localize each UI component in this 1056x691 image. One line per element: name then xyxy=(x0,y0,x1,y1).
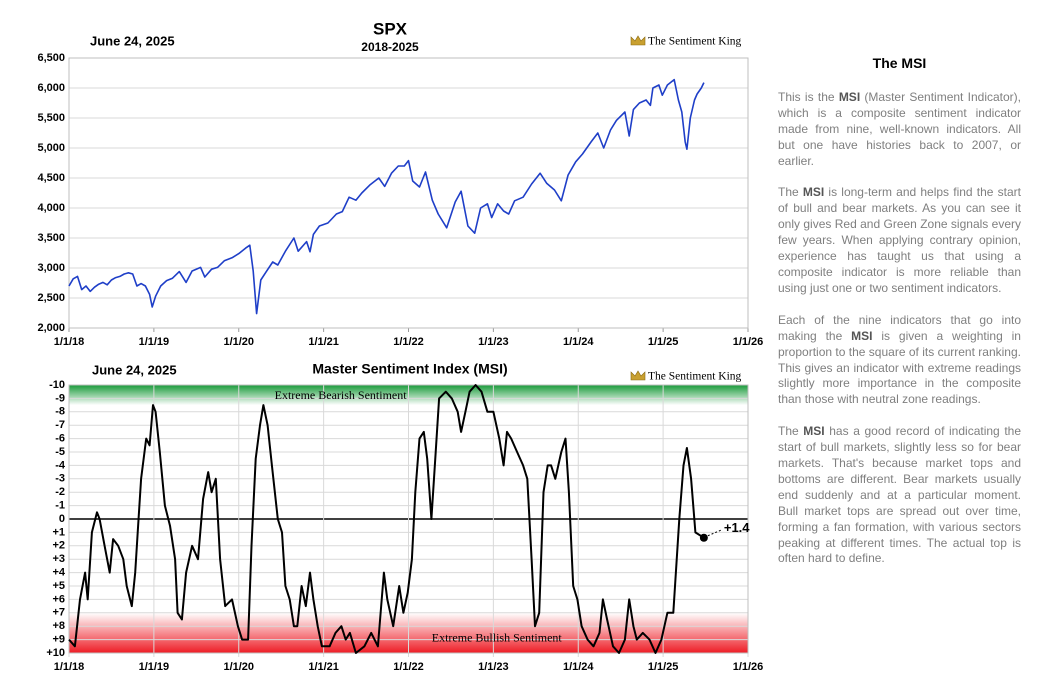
text: is given a weighting in proportion to th… xyxy=(778,328,1021,407)
paragraph: The MSI is long-term and helps find the … xyxy=(778,185,1021,296)
x-tick-label: 1/1/25 xyxy=(648,336,679,348)
chart-title: Master Sentiment Index (MSI) xyxy=(312,361,507,377)
logo-text: The Sentiment King xyxy=(648,36,742,48)
y-tick-label: 2,000 xyxy=(37,322,65,334)
y-tick-label: +7 xyxy=(52,607,65,619)
sidebar-title: The MSI xyxy=(872,55,927,71)
sidebar: The MSI This is the MSI (Master Sentimen… xyxy=(778,55,1021,583)
x-tick-label: 1/1/26 xyxy=(733,336,764,348)
x-tick-label: 1/1/21 xyxy=(308,661,339,673)
zone-label: Extreme Bearish Sentiment xyxy=(275,388,408,402)
x-tick-label: 1/1/20 xyxy=(223,661,254,673)
paragraph: Each of the nine indicators that go into… xyxy=(778,313,1021,408)
zone-label: Extreme Bullish Sentiment xyxy=(432,631,563,645)
y-tick-label: -6 xyxy=(55,433,65,445)
date-label: June 24, 2025 xyxy=(92,362,177,377)
x-tick-label: 1/1/24 xyxy=(563,661,594,673)
y-tick-label: -9 xyxy=(55,392,65,404)
text: is long-term and helps find the start of… xyxy=(778,185,1021,295)
plot-border xyxy=(68,384,749,654)
paragraph: The MSI has a good record of indicating … xyxy=(778,424,1021,567)
y-tick-label: +5 xyxy=(52,580,65,592)
text: Each of the nine indicators that go into… xyxy=(778,312,1021,343)
text: This is the xyxy=(778,89,839,104)
y-tick-label: +2 xyxy=(52,540,65,552)
x-tick-label: 1/1/23 xyxy=(478,336,509,348)
text: has a good record of indicating the star… xyxy=(778,424,1021,566)
date-label: June 24, 2025 xyxy=(90,33,175,48)
y-tick-label: 3,500 xyxy=(37,232,65,244)
x-tick-label: 1/1/18 xyxy=(54,336,85,348)
x-tick-label: 1/1/22 xyxy=(393,336,424,348)
data-line xyxy=(68,384,705,654)
x-tick-label: 1/1/23 xyxy=(478,661,509,673)
y-tick-label: 5,000 xyxy=(37,142,65,154)
x-tick-label: 1/1/20 xyxy=(223,336,254,348)
y-tick-label: +6 xyxy=(52,593,65,605)
last-point xyxy=(699,533,708,542)
y-tick-label: 3,000 xyxy=(37,262,65,274)
data-line xyxy=(68,78,705,315)
logo-icon xyxy=(630,370,646,381)
bold-text: MSI xyxy=(802,185,825,200)
y-tick-label: 4,000 xyxy=(37,202,65,214)
y-tick-label: 0 xyxy=(59,513,65,525)
y-tick-label: 6,000 xyxy=(37,82,65,94)
x-tick-label: 1/1/25 xyxy=(648,661,679,673)
x-tick-label: 1/1/24 xyxy=(563,336,594,348)
y-tick-label: -3 xyxy=(55,473,65,485)
y-tick-label: 2,500 xyxy=(37,292,65,304)
logo-text: The Sentiment King xyxy=(648,371,742,383)
x-tick-label: 1/1/21 xyxy=(308,336,339,348)
y-tick-label: -4 xyxy=(55,459,66,471)
y-tick-label: +3 xyxy=(52,553,65,565)
bold-text: MSI xyxy=(803,424,825,439)
chart-subtitle: 2018-2025 xyxy=(361,40,419,54)
logo-icon xyxy=(630,35,646,46)
y-tick-label: +1 xyxy=(52,526,65,538)
last-value-label: +1.4 xyxy=(724,520,750,535)
text: The xyxy=(778,424,804,439)
bold-text: MSI xyxy=(838,89,861,104)
x-tick-label: 1/1/26 xyxy=(733,661,764,673)
y-tick-label: 5,500 xyxy=(37,112,65,124)
y-tick-label: -1 xyxy=(55,500,65,512)
text: (Master Sentiment Indicator), which is a… xyxy=(778,89,1021,168)
text: The xyxy=(778,185,803,200)
leader-line xyxy=(707,529,723,537)
x-tick-label: 1/1/22 xyxy=(393,661,424,673)
charts: 2,000 2,500 3,000 3,500 4,000 4,500 5,000 5,500… xyxy=(37,19,764,673)
y-tick-label: -2 xyxy=(55,486,65,498)
y-tick-label: 6,500 xyxy=(37,52,65,64)
y-tick-label: +4 xyxy=(52,567,65,579)
plot-border xyxy=(68,57,749,329)
y-tick-label: +8 xyxy=(52,620,65,632)
x-tick-label: 1/1/19 xyxy=(139,661,170,673)
y-tick-label: -10 xyxy=(49,379,65,391)
y-tick-label: 4,500 xyxy=(37,172,65,184)
y-tick-label: +10 xyxy=(46,647,65,659)
y-tick-label: -8 xyxy=(55,406,65,418)
y-tick-label: +9 xyxy=(52,634,65,646)
y-tick-label: -5 xyxy=(55,446,65,458)
bold-text: MSI xyxy=(851,328,873,343)
x-tick-label: 1/1/18 xyxy=(54,661,85,673)
x-tick-label: 1/1/19 xyxy=(139,336,170,348)
y-tick-label: -7 xyxy=(55,419,65,431)
paragraph: This is the MSI (Master Sentiment Indica… xyxy=(778,90,1021,170)
chart-title: SPX xyxy=(373,19,408,38)
